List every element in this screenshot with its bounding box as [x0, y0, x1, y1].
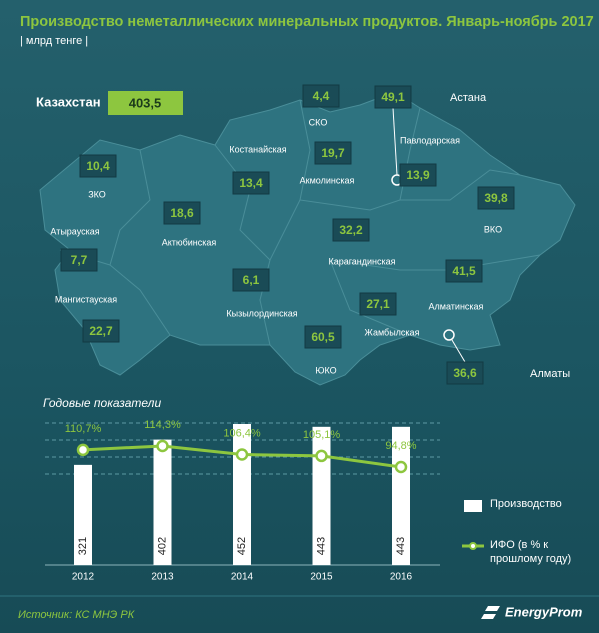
legend-label: ИФО (в % к прошлому году) [490, 539, 572, 565]
region-name: Атырауская [50, 226, 99, 236]
region-name: Жамбылская [365, 327, 420, 337]
region-value: 27,1 [366, 297, 390, 311]
region-value: 7,7 [71, 253, 88, 267]
legend-label: Производство [490, 498, 562, 510]
bar [312, 426, 331, 565]
region-value: 13,4 [239, 176, 263, 190]
total-value: 403,5 [129, 95, 162, 110]
region-value: 10,4 [86, 159, 110, 173]
region-value-box [374, 85, 412, 109]
region-value: 39,8 [484, 191, 508, 205]
brand: EnergyProm [505, 604, 583, 619]
line-value: 114,3% [144, 419, 181, 431]
x-tick-label: 2016 [390, 572, 413, 583]
line-value: 105,1% [303, 429, 341, 441]
region-value: 18,6 [170, 206, 194, 220]
legend-swatch [469, 542, 477, 550]
region-value: 19,7 [321, 146, 345, 160]
bar-value: 443 [315, 537, 327, 555]
x-tick-label: 2012 [72, 572, 95, 583]
region-value: 41,5 [452, 264, 476, 278]
region-value-box [82, 319, 120, 343]
region-name: Мангистауская [55, 294, 117, 304]
region-value: 36,6 [453, 366, 477, 380]
bar [153, 439, 172, 565]
region-value-box [163, 201, 201, 225]
region-value-box [232, 268, 270, 292]
x-tick-label: 2015 [310, 572, 333, 583]
pointer [451, 339, 466, 363]
region-name: Карагандинская [328, 256, 395, 266]
source: Источник: КС МНЭ РК [18, 609, 135, 621]
region-name: Алматинская [429, 301, 484, 311]
region-value-box [79, 154, 117, 178]
line-point [156, 439, 169, 453]
bar [233, 424, 251, 565]
region-value-box [445, 259, 483, 283]
map-shape [39, 91, 576, 386]
region-value: 49,1 [381, 90, 405, 104]
bar-value: 402 [156, 537, 168, 555]
line-value: 110,7% [65, 423, 102, 435]
bar-value: 443 [395, 537, 407, 555]
chart-title: Годовые показатели [43, 396, 161, 410]
logo-icon [481, 606, 500, 619]
legend-swatch [464, 500, 482, 512]
region-name: ЗКО [88, 189, 106, 199]
region-value-box [477, 186, 515, 210]
total-label: Казахстан [36, 94, 101, 109]
region-value: 32,2 [339, 223, 363, 237]
bar-value: 452 [236, 537, 248, 555]
line-point [394, 460, 408, 474]
region-name: СКО [309, 117, 328, 127]
region-value-box [359, 292, 397, 316]
region-value-box [304, 325, 342, 349]
region-value: 22,7 [89, 324, 113, 338]
region-name: ЮКО [315, 365, 336, 375]
region-value-box [446, 361, 484, 385]
bar [74, 464, 92, 565]
pointer [392, 107, 398, 176]
unit: | млрд тенге | [20, 35, 88, 47]
region-name: Актюбинская [162, 237, 217, 247]
region-value-box [302, 84, 340, 108]
line-point [315, 449, 328, 463]
region-name: Акмолинская [300, 175, 355, 185]
region-name: Алматы [530, 368, 570, 380]
x-tick-label: 2014 [231, 572, 254, 583]
region-value: 4,4 [313, 89, 330, 103]
bar-value: 321 [77, 537, 89, 555]
line-value: 106,4% [223, 427, 261, 439]
title: Производство неметаллических минеральных… [20, 14, 594, 30]
region-name: Павлодарская [400, 135, 460, 145]
region-value: 13,9 [406, 168, 430, 182]
bar [392, 426, 410, 565]
line-point [235, 448, 249, 461]
city-dot [443, 329, 455, 341]
region-name: Костанайская [229, 144, 286, 154]
region-name: ВКО [484, 224, 502, 234]
region-name: Астана [450, 92, 487, 104]
region-value: 6,1 [243, 273, 260, 287]
region-name: Кызылординская [226, 308, 297, 318]
region-value-box [314, 141, 352, 165]
region-value-box [60, 248, 98, 272]
x-tick-label: 2013 [151, 572, 174, 583]
region-value-box [332, 218, 370, 242]
line-value: 94,8% [385, 440, 416, 452]
region-value-box [232, 171, 270, 195]
line-point [76, 443, 90, 457]
region-value-box [399, 163, 437, 187]
total-box [108, 91, 183, 115]
region-value: 60,5 [311, 330, 335, 344]
